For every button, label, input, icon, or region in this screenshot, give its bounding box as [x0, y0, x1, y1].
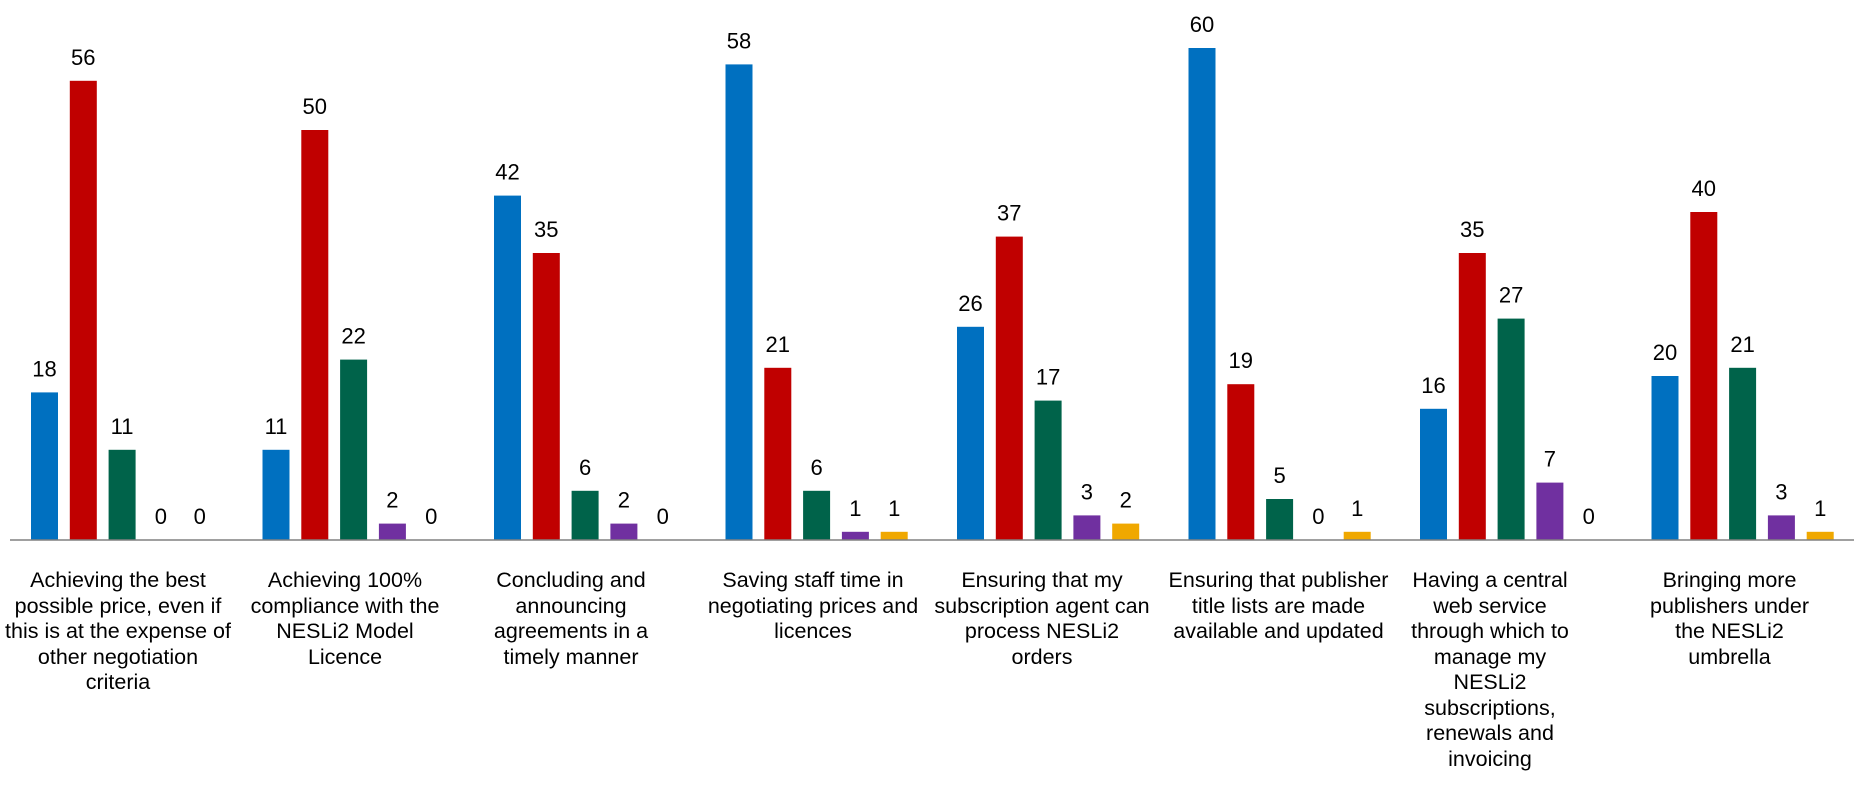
bar-group-8-series-1 — [1651, 376, 1679, 540]
data-label-group-6-series-2: 19 — [1229, 348, 1253, 373]
data-label-group-4-series-4: 1 — [849, 496, 861, 521]
bar-group-1-series-2 — [69, 80, 97, 541]
bar-group-3-series-3 — [571, 490, 599, 540]
data-label-group-8-series-3: 21 — [1730, 332, 1754, 357]
bar-group-3-series-4 — [610, 523, 638, 540]
data-label-group-5-series-1: 26 — [958, 291, 982, 316]
category-label-timely-agreements: Concluding and announcing agreements in … — [493, 568, 649, 669]
bar-group-4-series-4 — [841, 531, 869, 540]
bar-group-5-series-3 — [1034, 400, 1062, 540]
data-label-group-3-series-1: 42 — [495, 160, 519, 185]
bar-group-5-series-5 — [1112, 523, 1140, 540]
bar-group-3-series-1 — [494, 195, 521, 540]
bar-group-5-series-4 — [1073, 515, 1101, 540]
category-label-subscription-agent: Ensuring that my subscription agent can … — [934, 568, 1150, 669]
data-label-group-7-series-1: 16 — [1421, 373, 1445, 398]
bar-group-2-series-1 — [262, 449, 290, 540]
category-label-achieving-best-price: Achieving the best possible price, even … — [5, 568, 231, 694]
data-label-group-6-series-1: 60 — [1190, 12, 1214, 37]
data-label-group-7-series-2: 35 — [1460, 217, 1484, 242]
bar-group-8-series-4 — [1767, 515, 1795, 540]
bar-group-7-series-3 — [1497, 318, 1525, 540]
category-label-central-web-service: Having a central web service through whi… — [1411, 568, 1569, 771]
bar-group-4-series-2 — [764, 367, 792, 540]
data-label-group-2-series-2: 50 — [303, 94, 327, 119]
bar-group-8-series-2 — [1690, 212, 1718, 540]
data-label-group-8-series-1: 20 — [1653, 340, 1677, 365]
data-label-group-1-series-2: 56 — [71, 45, 95, 70]
bars-layer — [31, 48, 1834, 541]
data-label-group-3-series-2: 35 — [534, 217, 558, 242]
data-label-group-2-series-4: 2 — [386, 488, 398, 513]
data-label-group-1-series-3: 11 — [111, 414, 134, 439]
bar-group-1-series-3 — [108, 449, 136, 540]
bar-group-8-series-5 — [1806, 531, 1834, 540]
data-label-group-5-series-2: 37 — [997, 201, 1021, 226]
data-label-group-7-series-4: 7 — [1544, 447, 1556, 472]
category-label-saving-staff-time: Saving staff time in negotiating prices … — [707, 568, 919, 643]
bar-group-2-series-3 — [340, 359, 368, 540]
bar-group-1-series-1 — [31, 392, 58, 540]
data-label-group-4-series-3: 6 — [810, 455, 822, 480]
data-label-group-8-series-4: 3 — [1775, 479, 1787, 504]
data-label-group-4-series-2: 21 — [766, 332, 790, 357]
data-label-group-5-series-5: 2 — [1120, 488, 1132, 513]
bar-group-8-series-3 — [1729, 367, 1757, 540]
data-label-group-4-series-5: 1 — [888, 496, 900, 521]
bar-group-7-series-1 — [1420, 408, 1447, 540]
data-label-group-3-series-5: 0 — [657, 504, 669, 529]
data-label-group-2-series-5: 0 — [425, 504, 437, 529]
data-label-group-6-series-3: 5 — [1273, 463, 1285, 488]
data-label-group-5-series-4: 3 — [1081, 479, 1093, 504]
data-label-group-1-series-5: 0 — [194, 504, 206, 529]
data-label-group-3-series-3: 6 — [579, 455, 591, 480]
bar-group-7-series-4 — [1536, 482, 1564, 540]
bar-group-3-series-2 — [532, 253, 560, 540]
bar-group-2-series-4 — [378, 523, 406, 540]
bar-group-6-series-5 — [1343, 531, 1371, 540]
bar-group-6-series-3 — [1266, 499, 1294, 540]
data-label-group-7-series-3: 27 — [1499, 283, 1523, 308]
data-label-group-8-series-5: 1 — [1814, 496, 1826, 521]
data-label-group-4-series-1: 58 — [727, 28, 751, 53]
bar-group-7-series-2 — [1458, 253, 1486, 540]
data-label-group-3-series-4: 2 — [618, 488, 630, 513]
bar-group-2-series-2 — [301, 130, 329, 540]
data-label-group-2-series-1: 11 — [265, 414, 288, 439]
category-label-more-publishers: Bringing more publishers under the NESLi… — [1650, 568, 1809, 669]
data-label-group-2-series-3: 22 — [341, 324, 365, 349]
bar-group-6-series-2 — [1227, 384, 1255, 540]
data-label-group-5-series-3: 17 — [1036, 365, 1060, 390]
data-label-group-6-series-5: 1 — [1351, 496, 1363, 521]
data-label-group-7-series-5: 0 — [1583, 504, 1595, 529]
data-label-group-8-series-2: 40 — [1692, 176, 1716, 201]
bar-group-4-series-1 — [725, 64, 753, 541]
data-label-group-1-series-4: 0 — [155, 504, 167, 529]
category-label-title-lists: Ensuring that publisher title lists are … — [1168, 568, 1389, 643]
data-label-group-6-series-4: 0 — [1312, 504, 1324, 529]
category-label-model-licence-compliance: Achieving 100% compliance with the NESLi… — [250, 568, 440, 669]
data-label-group-1-series-1: 18 — [32, 356, 56, 381]
bar-group-6-series-1 — [1188, 48, 1216, 540]
bar-group-4-series-5 — [880, 531, 908, 540]
bar-group-4-series-3 — [803, 490, 831, 540]
bar-group-5-series-1 — [957, 326, 984, 540]
bar-group-5-series-2 — [995, 236, 1023, 540]
